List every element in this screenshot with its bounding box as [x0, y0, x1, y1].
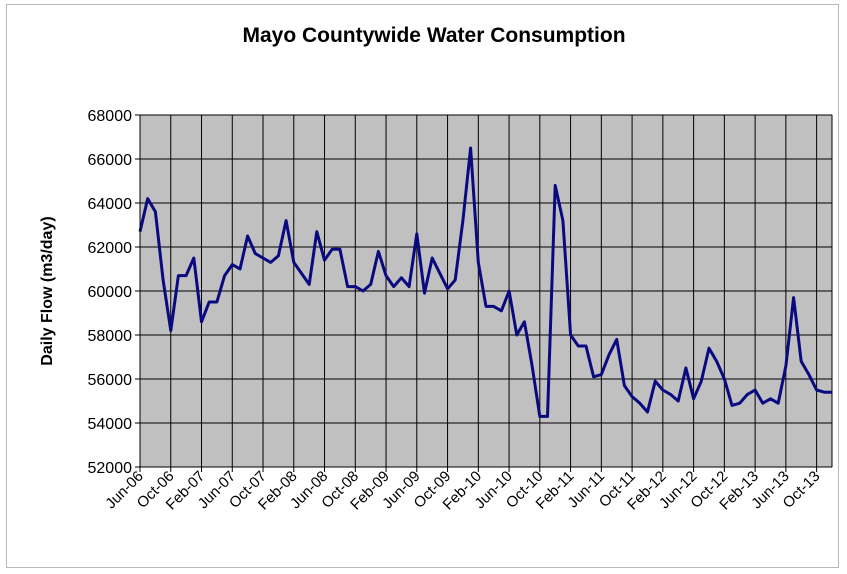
series-line — [138, 146, 832, 418]
y-tick-label: 66000 — [88, 152, 133, 169]
x-axis: Jun-06Oct-06Feb-07Jun-07Oct-07Feb-08Jun-… — [102, 466, 832, 513]
y-axis: 52000 54000 56000 58000 60000 62000 64000 66000… — [88, 108, 141, 477]
y-tick-label: 62000 — [88, 240, 133, 257]
y-axis-title: Daily Flow (m3/day) — [39, 216, 56, 365]
y-tick-label: 60000 — [88, 284, 133, 301]
chart-title: Mayo Countywide Water Consumption — [242, 24, 626, 47]
y-tick-label: 54000 — [88, 416, 133, 433]
y-tick-label: 64000 — [88, 196, 133, 213]
y-tick-label: 58000 — [88, 328, 133, 345]
y-tick-label: 52000 — [88, 460, 133, 477]
series-layer — [138, 146, 832, 418]
y-tick-label: 68000 — [88, 108, 133, 125]
y-tick-label: 56000 — [88, 372, 133, 389]
